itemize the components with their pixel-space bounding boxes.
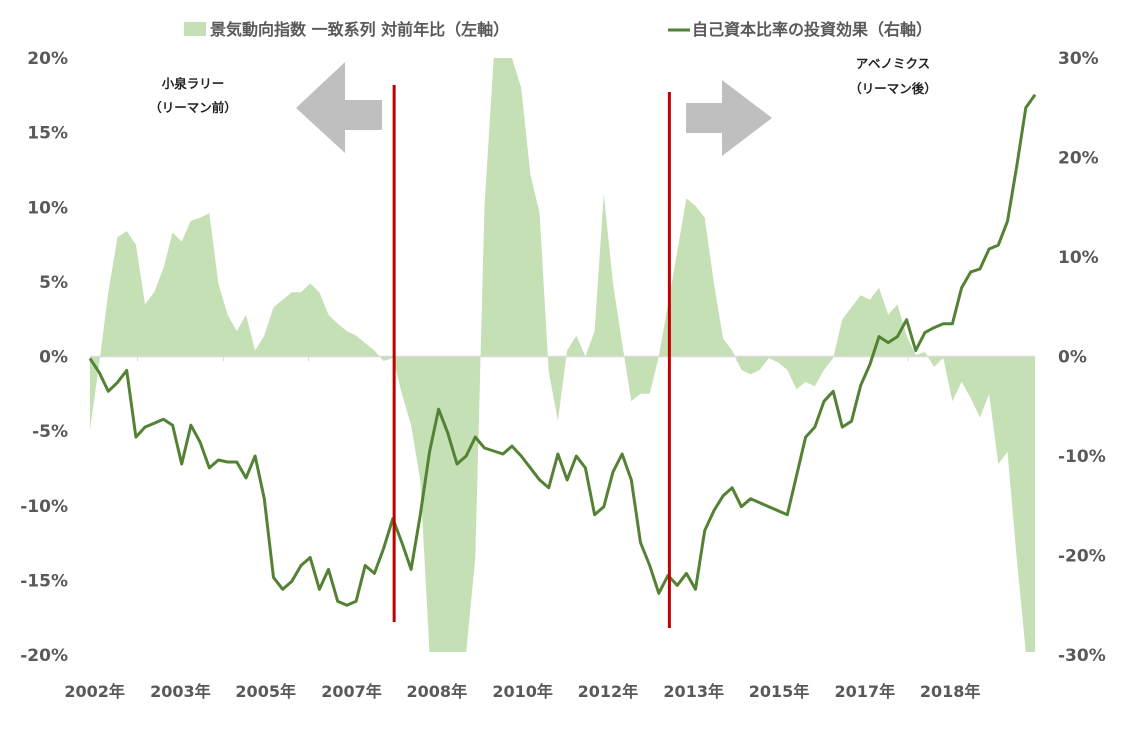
line-series xyxy=(88,93,1037,607)
y-left-tick-label: -10% xyxy=(20,497,68,517)
legend-area-label: 景気動向指数 一致系列 対前年比（左軸） xyxy=(210,20,509,39)
y-left-tick-label: 20% xyxy=(27,49,68,69)
y-left-tick-label: 0% xyxy=(39,348,68,368)
x-tick-label: 2017年 xyxy=(835,682,896,701)
right-arrow-icon xyxy=(686,80,772,156)
x-tick-label: 2010年 xyxy=(492,682,553,701)
y-right-tick-label: 0% xyxy=(1058,348,1087,368)
x-tick-label: 2013年 xyxy=(663,682,724,701)
line-series-path xyxy=(88,93,1037,607)
y-left-tick-label: -20% xyxy=(20,646,68,666)
x-tick-label: 2005年 xyxy=(235,682,296,701)
x-tick-label: 2008年 xyxy=(407,682,468,701)
x-tick-label: 2003年 xyxy=(150,682,211,701)
y-left-tick-label: 5% xyxy=(39,273,68,293)
x-tick-label: 2018年 xyxy=(920,682,981,701)
legend-area-swatch xyxy=(184,22,206,36)
y-right-tick-label: -20% xyxy=(1058,547,1106,567)
area-series xyxy=(90,58,1035,652)
x-tick-label: 2012年 xyxy=(578,682,639,701)
x-tick-label: 2002年 xyxy=(64,682,125,701)
y-right-tick-label: 10% xyxy=(1058,248,1099,268)
annotation-koizumi-title: 小泉ラリー xyxy=(161,76,225,91)
x-tick-label: 2007年 xyxy=(321,682,382,701)
y-right-tick-label: 30% xyxy=(1058,49,1099,69)
y-right-tick-label: 20% xyxy=(1058,149,1099,169)
annotation-abenomics-subtitle: （リーマン後） xyxy=(849,81,937,96)
left-arrow-icon xyxy=(296,62,382,153)
y-left-tick-label: 10% xyxy=(27,198,68,218)
vertical-markers xyxy=(392,85,671,628)
annotation-koizumi-subtitle: （リーマン前） xyxy=(149,100,237,115)
y-right-tick-label: -10% xyxy=(1058,447,1106,467)
axes: 2002年 2003年 2005年 2007年 2008年 2010年 2012年 2013年… xyxy=(20,49,1106,701)
annotation-abenomics-title: アベノミクス xyxy=(856,56,930,71)
y-left-tick-label: 15% xyxy=(27,124,68,144)
y-left-tick-label: -5% xyxy=(32,422,68,442)
x-tick-label: 2015年 xyxy=(749,682,810,701)
legend-line-label: 自己資本比率の投資効果（右軸） xyxy=(692,20,932,39)
annotations: 小泉ラリー （リーマン前） アベノミクス （リーマン後） xyxy=(149,56,937,156)
area-series-fill xyxy=(90,58,1035,652)
y-right-tick-label: -30% xyxy=(1058,646,1106,666)
y-left-tick-label: -15% xyxy=(20,571,68,591)
legend: 景気動向指数 一致系列 対前年比（左軸） 自己資本比率の投資効果（右軸） xyxy=(184,20,932,39)
